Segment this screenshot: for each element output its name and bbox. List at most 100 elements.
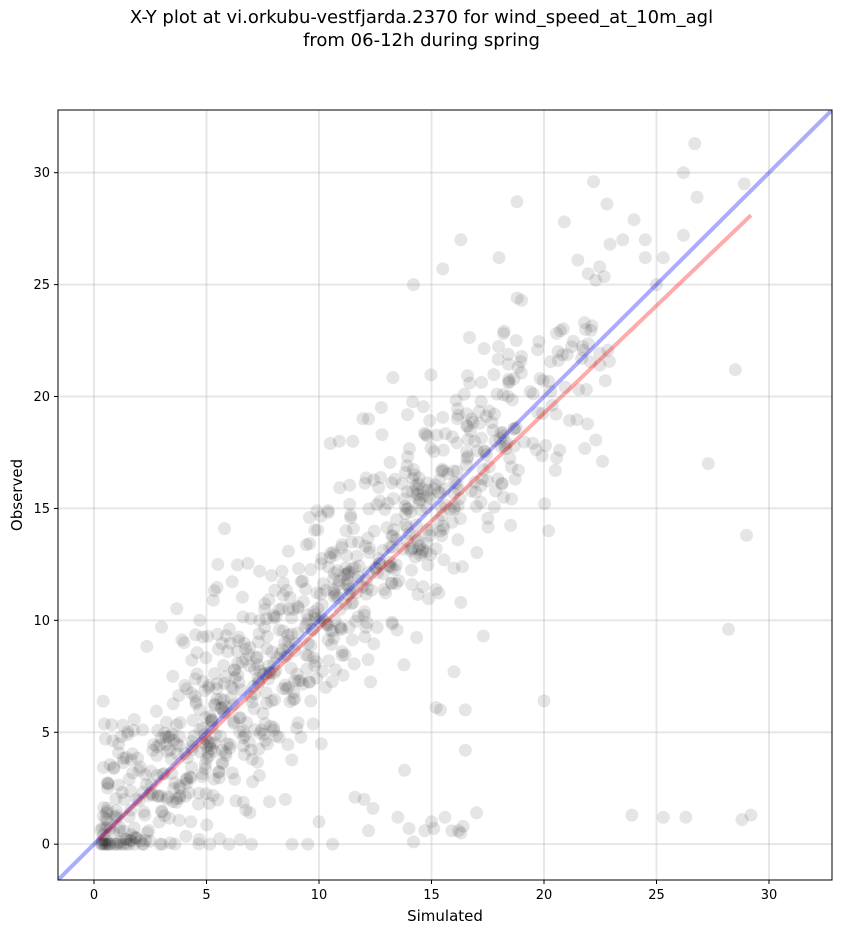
data-point (153, 738, 167, 752)
data-point (650, 278, 663, 292)
data-point (251, 676, 265, 690)
data-point (537, 694, 551, 708)
data-point (147, 738, 161, 752)
data-point (555, 348, 569, 362)
data-point (98, 732, 112, 746)
data-point (124, 803, 138, 817)
data-point (474, 395, 488, 408)
data-point (329, 663, 342, 677)
data-point (235, 655, 249, 669)
data-point (601, 343, 615, 357)
data-point (165, 727, 179, 741)
data-point (245, 752, 259, 766)
data-point (390, 513, 404, 526)
data-point (101, 781, 114, 795)
data-point (199, 762, 212, 776)
data-point (314, 737, 328, 751)
data-point (461, 450, 475, 463)
data-point (382, 559, 396, 573)
data-point (323, 437, 337, 450)
data-point (207, 584, 221, 598)
data-point (447, 486, 461, 500)
data-point (361, 531, 375, 545)
data-point (203, 709, 217, 723)
data-point (248, 687, 262, 701)
data-point (208, 698, 222, 712)
data-point (305, 622, 319, 636)
x-axis-label: Simulated (407, 907, 483, 925)
data-point (226, 698, 240, 712)
data-point (475, 375, 488, 389)
data-point (265, 694, 278, 708)
data-point (526, 387, 540, 401)
data-point (252, 675, 266, 688)
data-point (366, 801, 380, 815)
data-point (155, 837, 169, 851)
data-point (214, 701, 228, 715)
data-point (488, 434, 502, 448)
data-point (458, 743, 472, 757)
data-point (101, 777, 115, 791)
data-point (701, 457, 715, 471)
data-point (361, 653, 375, 667)
data-point (451, 408, 465, 422)
data-point (164, 752, 178, 766)
data-point (416, 482, 430, 496)
data-point (385, 540, 399, 554)
data-point (495, 477, 509, 491)
data-point (545, 398, 559, 412)
data-point (326, 624, 340, 638)
data-point (502, 375, 516, 388)
data-point (314, 557, 328, 571)
data-point (338, 577, 352, 591)
data-point (430, 428, 444, 442)
data-point (544, 384, 558, 398)
data-point (342, 621, 356, 634)
data-point (97, 837, 111, 851)
data-point (362, 502, 376, 516)
data-point (322, 560, 336, 574)
data-point (550, 326, 564, 340)
data-point (362, 546, 376, 559)
data-point (229, 794, 243, 808)
data-point (589, 433, 603, 447)
data-point (272, 603, 286, 617)
data-point (425, 815, 438, 829)
data-point (351, 610, 365, 624)
data-point (327, 566, 341, 580)
data-point (339, 597, 352, 611)
data-point (178, 747, 192, 761)
data-point (99, 812, 113, 826)
data-point (225, 575, 239, 589)
data-point (185, 653, 199, 667)
data-point (165, 767, 179, 780)
data-point (170, 795, 183, 809)
data-point (338, 568, 352, 582)
data-point (491, 472, 505, 486)
data-point (338, 648, 352, 662)
data-point (260, 629, 274, 643)
data-point (223, 636, 237, 650)
fit-line (97, 213, 753, 842)
data-point (404, 505, 418, 519)
data-point (146, 743, 160, 757)
data-point (253, 564, 267, 578)
data-point (284, 661, 298, 675)
data-point (100, 804, 114, 818)
data-point (532, 335, 546, 348)
data-point (262, 672, 275, 686)
data-point (465, 412, 478, 426)
data-point (278, 636, 292, 650)
data-point (301, 613, 315, 627)
chart-title: X-Y plot at vi.orkubu-vestfjarda.2370 fo… (129, 7, 714, 51)
data-point (315, 598, 329, 612)
data-point (307, 605, 321, 619)
data-point (102, 837, 116, 851)
data-point (450, 464, 464, 478)
data-point (231, 558, 244, 572)
data-point (616, 233, 630, 247)
data-point (415, 546, 429, 560)
data-point (321, 504, 335, 518)
data-point (327, 583, 341, 597)
x-tick-label: 20 (536, 888, 553, 903)
